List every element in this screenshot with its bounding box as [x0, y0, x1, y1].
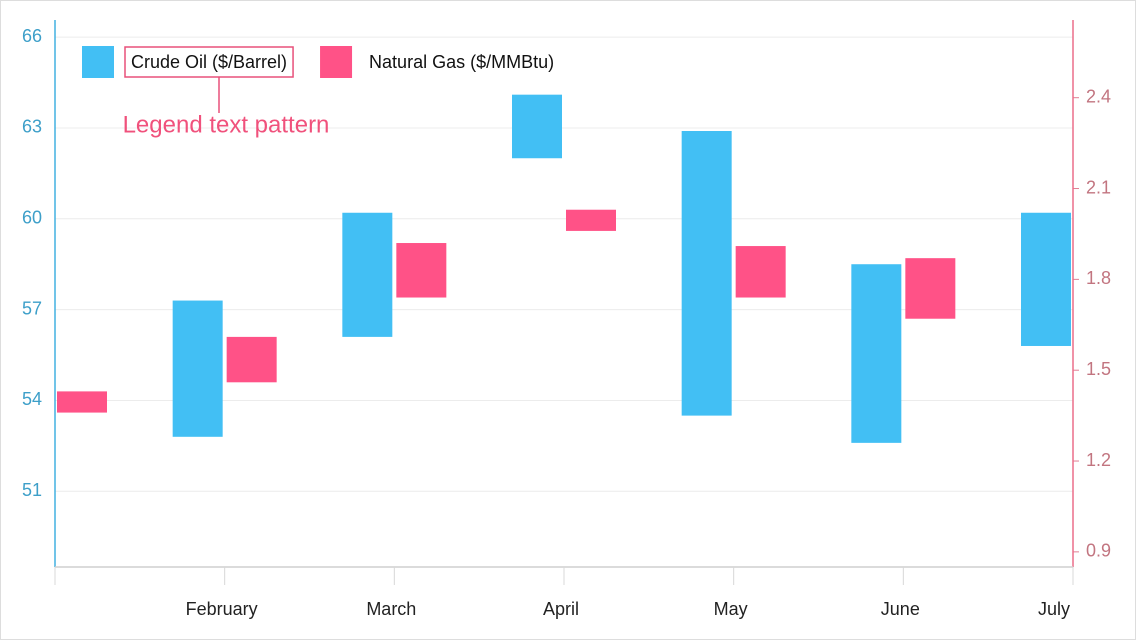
- range-bar: [396, 243, 447, 298]
- y2-tick-label: 1.5: [1086, 359, 1111, 379]
- range-bar: [566, 209, 616, 231]
- range-bar: [512, 94, 562, 159]
- range-bar: [1021, 212, 1071, 346]
- legend-swatch: [320, 46, 353, 78]
- legend-swatch: [82, 46, 114, 78]
- range-bar: [681, 131, 732, 416]
- y2-tick-label: 1.2: [1086, 450, 1111, 470]
- y-tick-label: 60: [22, 208, 42, 228]
- x-tick-label: June: [881, 599, 920, 619]
- x-tick-label: July: [1038, 599, 1070, 619]
- y-tick-label: 66: [22, 26, 42, 46]
- x-tick-label: February: [186, 599, 258, 619]
- y-tick-label: 51: [22, 480, 42, 500]
- x-tick-label: April: [543, 599, 579, 619]
- range-bar: [172, 300, 223, 437]
- x-tick-label: March: [366, 599, 416, 619]
- y2-tick-label: 1.8: [1086, 268, 1111, 288]
- range-bar: [905, 258, 956, 319]
- range-bar: [226, 336, 277, 383]
- y2-tick-label: 2.1: [1086, 177, 1111, 197]
- legend-label: Natural Gas ($/MMBtu): [369, 52, 554, 72]
- y-tick-label: 57: [22, 298, 42, 318]
- y-tick-label: 54: [22, 389, 42, 409]
- legend-label: Crude Oil ($/Barrel): [131, 52, 287, 72]
- y2-tick-label: 2.4: [1086, 86, 1111, 106]
- y-tick-label: 63: [22, 117, 42, 137]
- range-bar: [342, 212, 393, 337]
- legend-highlight: [124, 46, 294, 78]
- range-bar: [57, 391, 107, 413]
- range-bar: [735, 246, 786, 298]
- x-tick-label: May: [714, 599, 748, 619]
- y2-tick-label: 0.9: [1086, 541, 1111, 561]
- annotation: Legend text pattern: [123, 111, 330, 138]
- range-bar: [851, 264, 902, 443]
